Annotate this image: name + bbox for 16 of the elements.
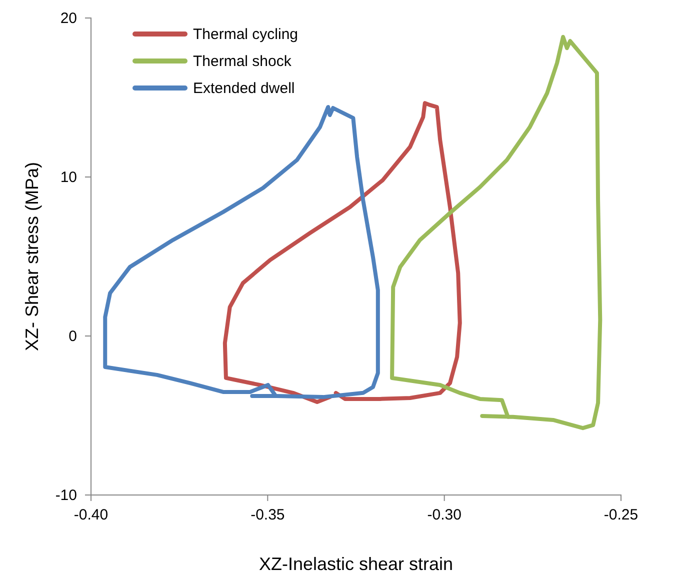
line-series bbox=[222, 101, 462, 404]
x-tick-label: -0.25 bbox=[604, 506, 638, 524]
x-axis-title: XZ-Inelastic shear strain bbox=[258, 554, 454, 574]
x-tick-label: -0.40 bbox=[74, 506, 108, 524]
y-tick-label: 0 bbox=[68, 328, 77, 345]
y-tick-label: 10 bbox=[60, 168, 77, 186]
line-series bbox=[390, 34, 602, 430]
y-tick-label: 20 bbox=[60, 10, 77, 27]
y-tick-label: -10 bbox=[55, 486, 77, 504]
legend-label: Extended dwell bbox=[193, 80, 295, 97]
x-tick-label: -0.30 bbox=[427, 506, 462, 524]
line-series bbox=[103, 105, 380, 400]
x-tick-label: -0.35 bbox=[250, 506, 285, 524]
y-axis-title: XZ- Shear stress (MPa) bbox=[22, 162, 42, 352]
legend-label: Thermal cycling bbox=[193, 26, 298, 43]
legend-label: Thermal shock bbox=[193, 53, 292, 70]
